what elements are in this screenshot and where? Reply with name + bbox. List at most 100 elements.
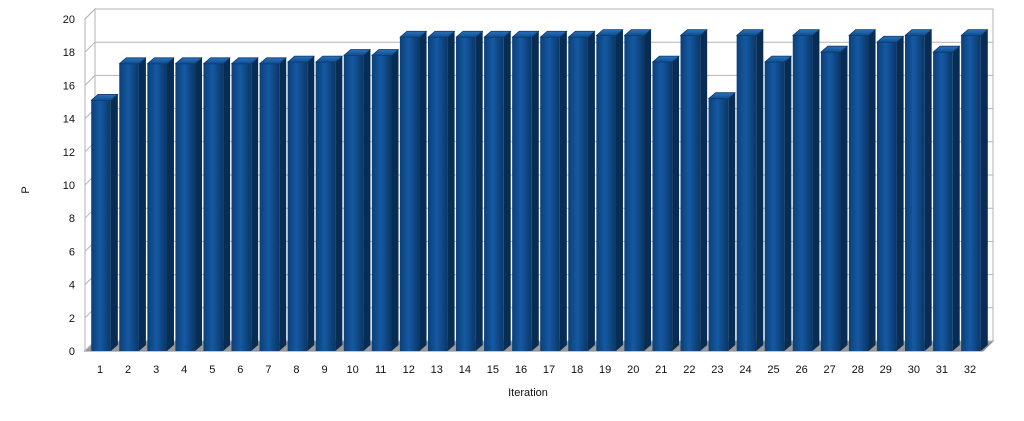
bar-top-face	[118, 57, 147, 65]
bar	[820, 45, 848, 351]
bar	[90, 93, 119, 351]
bar-side-face	[924, 29, 932, 351]
bar-side-face	[363, 49, 371, 352]
bar-top-face	[539, 30, 568, 38]
x-tick-label: 28	[852, 364, 864, 376]
bar-top-face	[820, 45, 848, 53]
bar-front-face	[568, 37, 588, 351]
bar-side-face	[195, 57, 203, 351]
x-tick-label: 8	[293, 364, 299, 376]
x-tick-label: 1	[97, 364, 103, 376]
bar-side-face	[812, 29, 820, 351]
bar-top-face	[483, 30, 512, 38]
x-tick-label: 10	[346, 364, 358, 376]
bar-top-face	[259, 57, 287, 65]
bar-front-face	[399, 37, 420, 351]
bar-front-face	[231, 63, 252, 351]
x-tick-labels: 1 2 3 4 5 6 7 8 9 10 11 12 13 14 15 16 17 18 19 20 21 22 23 24 2…	[97, 364, 976, 376]
bar-front-face	[203, 63, 224, 351]
x-tick-label: 11	[375, 364, 386, 376]
y-tick-label: 8	[69, 213, 75, 225]
bar-front-face	[764, 62, 785, 351]
x-tick-label: 6	[237, 364, 243, 376]
bar-front-face	[792, 35, 813, 351]
bar	[904, 29, 933, 351]
bar-front-face	[456, 37, 476, 351]
bar-front-face	[315, 62, 336, 351]
bar-front-face	[91, 100, 111, 351]
bar-front-face	[820, 52, 841, 351]
bar-side-face	[728, 92, 736, 352]
bar-top-face	[371, 49, 399, 56]
bar-side-face	[223, 57, 231, 351]
y-tick-label: 16	[63, 80, 75, 92]
bar	[848, 29, 876, 351]
y-axis-title: P	[20, 186, 32, 193]
bar-side-face	[307, 56, 315, 351]
bar-top-face	[680, 29, 708, 36]
bar-front-face	[736, 35, 757, 351]
bar	[174, 57, 203, 351]
bar-front-face	[259, 63, 280, 351]
bar-front-face	[427, 37, 448, 351]
bar-front-face	[147, 63, 167, 351]
bar-side-face	[251, 57, 259, 351]
bar	[567, 30, 596, 351]
bar-side-face	[503, 31, 511, 351]
bar-top-face	[511, 30, 540, 38]
bar-front-face	[652, 62, 673, 351]
bar	[315, 55, 343, 351]
x-tick-label: 26	[795, 364, 807, 376]
x-axis-title: Iteration	[508, 387, 548, 399]
x-tick-label: 9	[321, 364, 327, 376]
bar	[343, 49, 371, 352]
y-tick-label: 12	[63, 147, 75, 159]
x-tick-label: 20	[627, 364, 639, 376]
bar	[259, 57, 287, 351]
bar	[483, 30, 512, 351]
bar-top-face	[455, 30, 484, 38]
bar-side-face	[756, 29, 764, 351]
bar	[932, 45, 961, 351]
bar-side-face	[615, 29, 623, 351]
x-tick-label: 24	[739, 364, 751, 376]
x-tick-label: 2	[125, 364, 131, 376]
bar-side-face	[110, 94, 118, 351]
bar-top-face	[174, 57, 203, 65]
x-tick-label: 13	[431, 364, 443, 376]
x-tick-label: 14	[459, 364, 471, 376]
bar	[399, 30, 427, 351]
bar-front-face	[708, 98, 729, 352]
bar-top-face	[652, 55, 680, 63]
bar-top-face	[595, 29, 624, 36]
x-tick-label: 5	[209, 364, 215, 376]
bar-side-face	[279, 57, 287, 351]
y-tick-label: 14	[63, 114, 75, 126]
bar-front-face	[848, 35, 869, 351]
x-tick-label: 16	[515, 364, 527, 376]
bar-top-face	[399, 30, 427, 38]
bar-top-face	[287, 55, 315, 63]
x-tick-label: 3	[153, 364, 159, 376]
bar-top-face	[623, 29, 652, 36]
bar-side-face	[531, 31, 539, 351]
y-tick-label: 6	[69, 246, 75, 258]
bar	[539, 30, 568, 351]
bar	[427, 30, 456, 351]
x-tick-label: 19	[599, 364, 611, 376]
bar	[792, 29, 820, 351]
x-tick-label: 12	[403, 364, 415, 376]
bar-top-face	[203, 57, 231, 65]
bar	[595, 29, 624, 351]
bar	[511, 30, 540, 351]
bar-top-face	[792, 29, 820, 36]
y-tick-label: 4	[69, 280, 75, 292]
bar-front-face	[540, 37, 560, 351]
x-tick-label: 27	[824, 364, 836, 376]
bar-side-face	[868, 29, 876, 351]
bar-front-face	[624, 35, 645, 351]
bar	[652, 55, 680, 351]
gridline-side	[84, 75, 96, 86]
